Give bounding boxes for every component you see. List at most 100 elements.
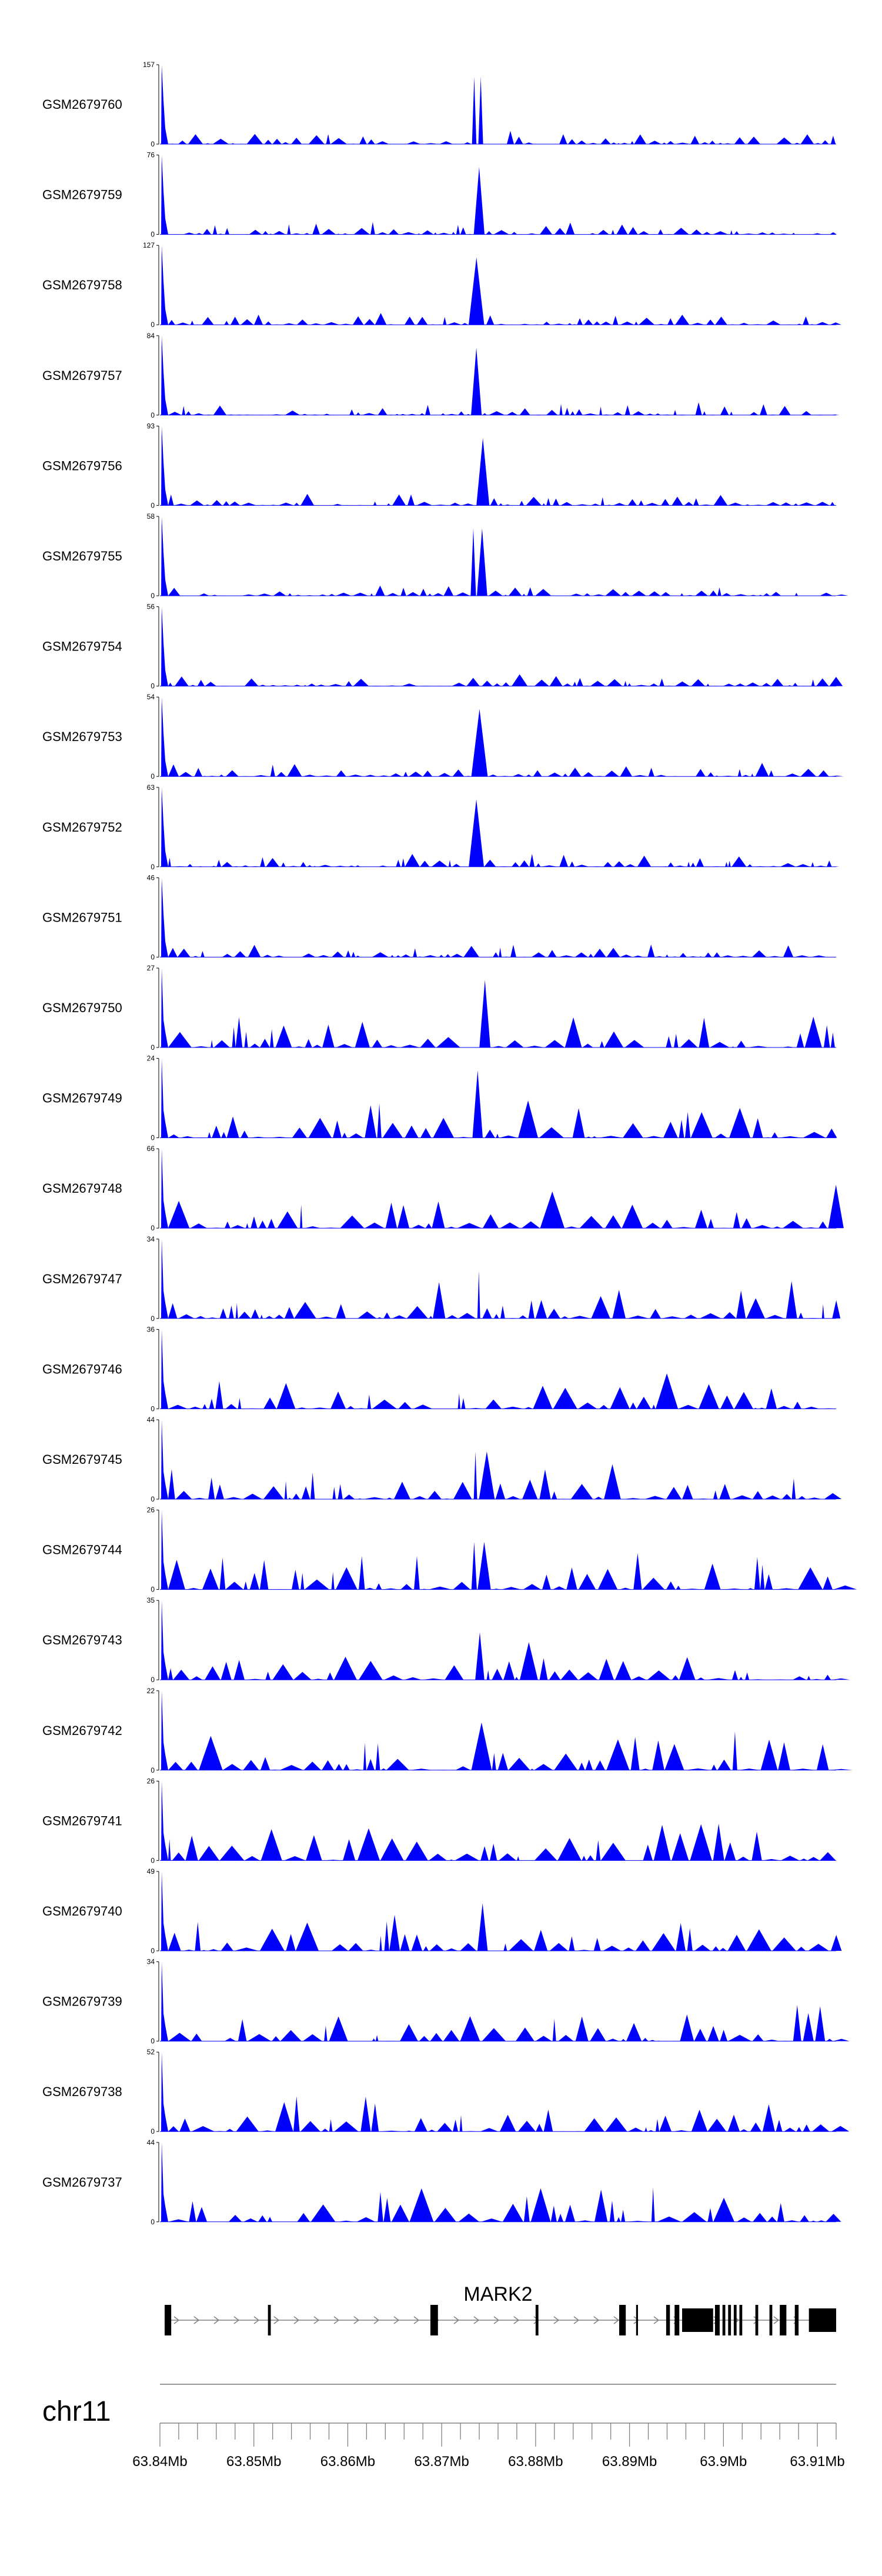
track-label: GSM2679756 xyxy=(42,458,122,473)
track-gsm2679757: GSM2679757 84 0 xyxy=(42,332,840,419)
y-min-label: 0 xyxy=(151,1586,155,1594)
track-gsm2679749: GSM2679749 24 0 xyxy=(42,1055,837,1142)
track-gsm2679743: GSM2679743 35 0 xyxy=(42,1596,850,1684)
coverage-area xyxy=(160,1781,836,1861)
coverage-area xyxy=(160,426,836,506)
track-label: GSM2679737 xyxy=(42,2175,122,2190)
exon xyxy=(268,2305,271,2335)
track-label: GSM2679760 xyxy=(42,97,122,112)
coverage-area xyxy=(160,2142,841,2222)
coverage-area xyxy=(160,1871,842,1951)
track-gsm2679747: GSM2679747 34 0 xyxy=(42,1235,841,1323)
coverage-area xyxy=(160,1329,837,1409)
track-gsm2679751: GSM2679751 46 0 xyxy=(42,873,836,961)
track-label: GSM2679743 xyxy=(42,1633,122,1647)
y-max-label: 76 xyxy=(147,151,155,159)
y-min-label: 0 xyxy=(151,1134,155,1142)
track-gsm2679754: GSM2679754 56 0 xyxy=(42,603,843,690)
track-gsm2679746: GSM2679746 36 0 xyxy=(42,1325,837,1413)
exon xyxy=(728,2305,731,2335)
coverage-area xyxy=(160,1690,853,1770)
coverage-area xyxy=(160,697,844,777)
y-max-label: 36 xyxy=(147,1325,155,1333)
track-label: GSM2679751 xyxy=(42,910,122,925)
y-min-label: 0 xyxy=(151,411,155,419)
y-min-label: 0 xyxy=(151,1043,155,1052)
y-max-label: 26 xyxy=(147,1777,155,1785)
exon xyxy=(714,2305,720,2335)
track-gsm2679742: GSM2679742 22 0 xyxy=(42,1687,853,1774)
strand-arrow xyxy=(413,2316,420,2324)
y-min-label: 0 xyxy=(151,2218,155,2226)
exon xyxy=(733,2305,737,2335)
track-label: GSM2679754 xyxy=(42,639,122,654)
y-min-label: 0 xyxy=(151,772,155,780)
genome-axis: 63.84Mb 63.85Mb 63.86Mb 63.87Mb 63.88Mb 63.89… xyxy=(132,2422,845,2470)
strand-arrow xyxy=(293,2316,300,2324)
track-label: GSM2679755 xyxy=(42,549,122,563)
track-gsm2679756: GSM2679756 93 0 xyxy=(42,422,836,509)
strand-arrow xyxy=(513,2316,520,2324)
track-label: GSM2679746 xyxy=(42,1362,122,1376)
coverage-area xyxy=(160,2052,850,2132)
y-max-label: 22 xyxy=(147,1687,155,1695)
y-max-label: 27 xyxy=(147,964,155,972)
track-label: GSM2679748 xyxy=(42,1181,122,1196)
track-gsm2679739: GSM2679739 34 0 xyxy=(42,1958,850,2046)
genome-axis-track: chr11 63.84Mb 63.85Mb 63.86Mb 63.87Mb 63.88M… xyxy=(42,2384,845,2470)
y-min-label: 0 xyxy=(151,1495,155,1503)
coverage-area xyxy=(160,877,836,957)
y-max-label: 127 xyxy=(143,241,155,249)
strand-arrow xyxy=(233,2316,240,2324)
coverage-area xyxy=(160,1600,850,1680)
strand-arrow xyxy=(593,2316,600,2324)
coverage-area xyxy=(160,1149,844,1229)
y-max-label: 24 xyxy=(147,1055,155,1063)
y-min-label: 0 xyxy=(151,953,155,961)
track-gsm2679748: GSM2679748 66 0 xyxy=(42,1144,844,1232)
exon xyxy=(808,2308,836,2332)
y-max-label: 35 xyxy=(147,1596,155,1604)
y-min-label: 0 xyxy=(151,682,155,690)
coverage-area xyxy=(160,1961,850,2041)
tick-label: 63.9Mb xyxy=(700,2454,747,2470)
track-label: GSM2679740 xyxy=(42,1904,122,1918)
track-gsm2679752: GSM2679752 63 0 xyxy=(42,783,840,871)
exon xyxy=(755,2305,759,2335)
track-label: GSM2679759 xyxy=(42,188,122,202)
track-label: GSM2679749 xyxy=(42,1091,122,1106)
y-min-label: 0 xyxy=(151,2127,155,2135)
gene-label: MARK2 xyxy=(463,2283,532,2305)
y-min-label: 0 xyxy=(151,1856,155,1864)
y-min-label: 0 xyxy=(151,501,155,509)
coverage-area xyxy=(160,155,837,235)
y-max-label: 157 xyxy=(143,61,155,69)
strand-arrow xyxy=(193,2316,200,2324)
track-gsm2679738: GSM2679738 52 0 xyxy=(42,2048,850,2135)
y-max-label: 52 xyxy=(147,2048,155,2056)
y-max-label: 58 xyxy=(147,512,155,520)
y-min-label: 0 xyxy=(151,1224,155,1232)
track-label: GSM2679750 xyxy=(42,1000,122,1015)
exon xyxy=(430,2305,438,2335)
y-max-label: 44 xyxy=(147,2138,155,2147)
strand-arrow xyxy=(333,2316,340,2324)
strand-arrow xyxy=(493,2316,500,2324)
track-label: GSM2679738 xyxy=(42,2084,122,2099)
strand-arrow xyxy=(473,2316,480,2324)
coverage-area xyxy=(160,1510,857,1590)
tick-label: 63.89Mb xyxy=(602,2454,657,2470)
exon xyxy=(674,2305,680,2335)
exon xyxy=(682,2308,713,2332)
y-max-label: 26 xyxy=(147,1506,155,1514)
track-gsm2679760: GSM2679760 157 0 xyxy=(42,61,836,148)
y-max-label: 34 xyxy=(147,1235,155,1243)
y-min-label: 0 xyxy=(151,1314,155,1323)
coverage-area xyxy=(160,65,836,144)
strand-arrow xyxy=(773,2316,780,2324)
exon xyxy=(739,2305,743,2335)
tick-label: 63.86Mb xyxy=(320,2454,375,2470)
y-min-label: 0 xyxy=(151,1766,155,1774)
strand-arrow xyxy=(633,2316,640,2324)
exon xyxy=(636,2305,638,2335)
